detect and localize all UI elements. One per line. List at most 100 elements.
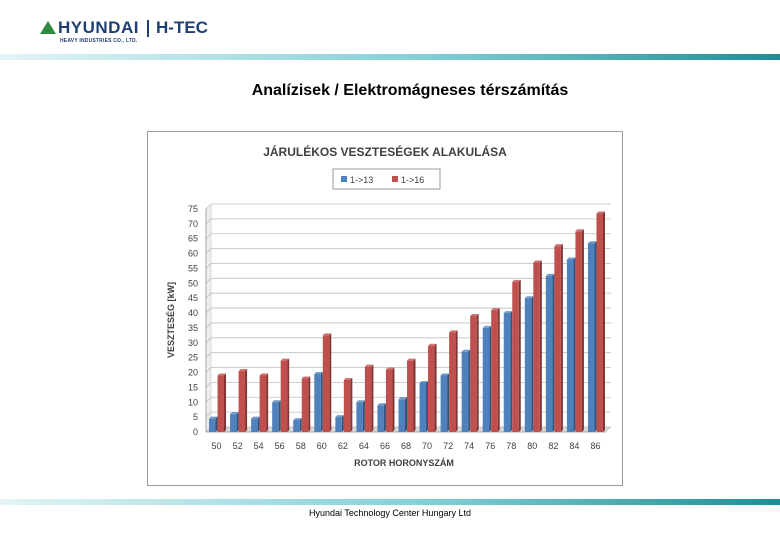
bar-top-1 bbox=[335, 415, 344, 418]
legend-label-2: 1->16 bbox=[401, 175, 424, 185]
bar-side-2 bbox=[518, 279, 521, 432]
bar-2 bbox=[280, 360, 288, 432]
bar-top-2 bbox=[575, 229, 584, 232]
bar-top-2 bbox=[259, 373, 269, 376]
bar-1 bbox=[272, 402, 279, 432]
bar-side-2 bbox=[287, 358, 290, 432]
bar-1 bbox=[461, 351, 469, 432]
bar-1 bbox=[251, 418, 258, 432]
y-tick-label: 45 bbox=[188, 293, 198, 303]
bar-2 bbox=[364, 366, 372, 432]
x-axis-label: ROTOR HORONYSZÁM bbox=[354, 458, 454, 468]
bar-1 bbox=[398, 399, 405, 432]
bar-side-2 bbox=[266, 373, 269, 432]
y-tick-label: 75 bbox=[188, 204, 198, 214]
bar-top-2 bbox=[533, 260, 542, 263]
bar-1 bbox=[503, 313, 511, 432]
bar-1 bbox=[566, 259, 574, 432]
bar-1 bbox=[482, 327, 490, 432]
bar-1 bbox=[587, 243, 595, 432]
bar-side-1 bbox=[573, 257, 576, 432]
bar-1 bbox=[335, 417, 342, 432]
bar-top-1 bbox=[251, 416, 260, 419]
bar-top-1 bbox=[314, 372, 323, 375]
plot-area: 0 5 10 15 20 25 30 35 40 45 50 55 60 65 70 75 50 52 54 56 58… bbox=[188, 203, 612, 451]
y-tick-label: 30 bbox=[188, 338, 198, 348]
company-logo: HYUNDAI H-TEC HEAVY INDUSTRIES CO., LTD. bbox=[38, 18, 228, 48]
y-tick-label: 65 bbox=[188, 234, 198, 244]
bar-side-2 bbox=[371, 364, 374, 432]
bar-2 bbox=[575, 231, 582, 432]
x-tick-label: 52 bbox=[233, 441, 243, 451]
bar-2 bbox=[512, 281, 519, 432]
footer-band bbox=[0, 499, 780, 505]
bar-2 bbox=[259, 375, 267, 432]
logo-triangle-icon bbox=[40, 21, 56, 34]
bar-top-1 bbox=[419, 380, 429, 383]
y-tick-label: 10 bbox=[188, 397, 198, 407]
bar-2 bbox=[449, 332, 456, 432]
bar-top-2 bbox=[301, 376, 311, 379]
logo-division: H-TEC bbox=[156, 18, 208, 37]
bar-top-1 bbox=[482, 325, 492, 328]
bar-chart: JÁRULÉKOS VESZTESÉGEK ALAKULÁSA 1->13 1-… bbox=[166, 144, 612, 468]
gridline bbox=[205, 307, 611, 314]
bar-top-2 bbox=[596, 211, 605, 214]
bar-side-2 bbox=[329, 333, 332, 432]
legend-swatch-1 bbox=[341, 176, 347, 182]
y-tick-label: 40 bbox=[188, 308, 198, 318]
bar-side-2 bbox=[539, 260, 542, 432]
bar-top-2 bbox=[280, 358, 290, 361]
bar-side-1 bbox=[299, 418, 302, 432]
y-tick-label: 20 bbox=[188, 368, 198, 378]
y-tick-label: 5 bbox=[193, 412, 198, 422]
bar-side-2 bbox=[476, 314, 479, 432]
logo-brand: HYUNDAI bbox=[58, 18, 139, 37]
bar-top-2 bbox=[407, 358, 416, 361]
x-tick-label: 50 bbox=[212, 441, 222, 451]
bar-1 bbox=[314, 374, 321, 432]
legend-label-1: 1->13 bbox=[350, 175, 373, 185]
bar-side-1 bbox=[278, 400, 281, 432]
bar-top-2 bbox=[385, 367, 395, 370]
bar-side-1 bbox=[383, 403, 386, 432]
x-tick-label: 72 bbox=[443, 441, 453, 451]
bar-top-1 bbox=[230, 412, 239, 415]
bar-side-1 bbox=[320, 372, 323, 432]
bar-top-1 bbox=[503, 311, 513, 314]
bar-side-2 bbox=[224, 373, 227, 432]
y-tick-label: 60 bbox=[188, 249, 198, 259]
bar-side-2 bbox=[350, 377, 353, 432]
bar-side-1 bbox=[405, 397, 407, 432]
bar-top-2 bbox=[470, 314, 479, 317]
bar-top-1 bbox=[377, 403, 386, 406]
x-tick-label: 74 bbox=[464, 441, 474, 451]
page-title: Analízisek / Elektromágneses térszámítás bbox=[251, 82, 569, 99]
bar-2 bbox=[322, 335, 330, 432]
bar-side-2 bbox=[560, 244, 563, 432]
logo-separator bbox=[147, 20, 149, 37]
x-tick-label: 62 bbox=[338, 441, 348, 451]
bar-side-2 bbox=[455, 330, 458, 432]
bar-2 bbox=[533, 262, 540, 432]
y-tick-label: 25 bbox=[188, 353, 198, 363]
bar-2 bbox=[596, 213, 603, 432]
bar-1 bbox=[377, 405, 384, 432]
bar-1 bbox=[230, 414, 237, 432]
bar-side-2 bbox=[581, 229, 584, 432]
bar-2 bbox=[470, 316, 477, 432]
bar-top-1 bbox=[293, 418, 302, 421]
y-axis-label: VESZTESÉG [kW] bbox=[166, 282, 176, 358]
bar-side-1 bbox=[552, 273, 555, 432]
x-tick-label: 70 bbox=[422, 441, 432, 451]
bar-side-2 bbox=[308, 376, 311, 432]
gridline bbox=[205, 218, 611, 225]
y-tick-label: 15 bbox=[188, 382, 198, 392]
bar-top-1 bbox=[356, 400, 365, 403]
bar-2 bbox=[385, 369, 393, 432]
bar-top-2 bbox=[322, 333, 332, 336]
x-tick-label: 86 bbox=[590, 441, 600, 451]
bar-top-2 bbox=[238, 369, 248, 372]
gridline bbox=[205, 203, 611, 210]
bar-top-2 bbox=[428, 343, 437, 346]
